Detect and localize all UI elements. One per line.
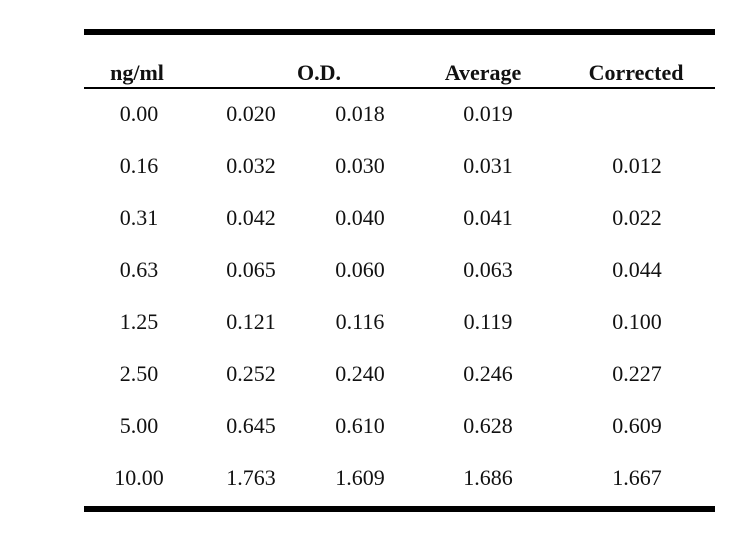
cell-od-1: 0.065 bbox=[226, 257, 276, 282]
table-row: 0.63 0.065 0.060 0.063 0.044 bbox=[84, 257, 715, 287]
cell-od-1: 0.032 bbox=[226, 153, 276, 178]
table-row: 0.31 0.042 0.040 0.041 0.022 bbox=[84, 205, 715, 235]
cell-concentration: 2.50 bbox=[119, 361, 159, 386]
cell-average: 0.628 bbox=[463, 413, 513, 438]
cell-average: 1.686 bbox=[463, 465, 513, 490]
cell-corrected: 0.609 bbox=[612, 413, 662, 438]
table-row: 5.00 0.645 0.610 0.628 0.609 bbox=[84, 413, 715, 443]
cell-average: 0.246 bbox=[463, 361, 513, 386]
header-average: Average bbox=[444, 60, 522, 85]
cell-concentration: 5.00 bbox=[119, 413, 159, 438]
table-bottom-rule bbox=[84, 506, 715, 512]
cell-corrected: 0.044 bbox=[612, 257, 662, 282]
cell-od-1: 0.020 bbox=[226, 101, 276, 126]
cell-od-2: 1.609 bbox=[335, 465, 385, 490]
cell-od-2: 0.018 bbox=[335, 101, 385, 126]
cell-od-1: 1.763 bbox=[226, 465, 276, 490]
cell-average: 0.063 bbox=[463, 257, 513, 282]
table-top-rule bbox=[84, 29, 715, 35]
table-row: 1.25 0.121 0.116 0.119 0.100 bbox=[84, 309, 715, 339]
cell-od-2: 0.240 bbox=[335, 361, 385, 386]
cell-corrected: 0.227 bbox=[612, 361, 662, 386]
cell-od-2: 0.060 bbox=[335, 257, 385, 282]
cell-corrected: 0.022 bbox=[612, 205, 662, 230]
cell-od-2: 0.030 bbox=[335, 153, 385, 178]
table-row: 0.00 0.020 0.018 0.019 bbox=[84, 101, 715, 131]
cell-concentration: 0.00 bbox=[119, 101, 159, 126]
od-table: ng/ml O.D. Average Corrected 0.00 0.020 0.… bbox=[84, 29, 715, 509]
table-row: 0.16 0.032 0.030 0.031 0.012 bbox=[84, 153, 715, 183]
table-body: 0.00 0.020 0.018 0.019 0.16 0.032 0.030 0.031 0.… bbox=[84, 89, 715, 509]
header-corrected: Corrected bbox=[588, 60, 684, 85]
header-concentration: ng/ml bbox=[110, 60, 164, 85]
cell-average: 0.119 bbox=[463, 309, 513, 334]
cell-od-2: 0.610 bbox=[335, 413, 385, 438]
cell-od-1: 0.042 bbox=[226, 205, 276, 230]
table-header-rule bbox=[84, 87, 715, 89]
table-row: 2.50 0.252 0.240 0.246 0.227 bbox=[84, 361, 715, 391]
header-od: O.D. bbox=[297, 60, 341, 85]
cell-od-1: 0.121 bbox=[226, 309, 276, 334]
cell-concentration: 10.00 bbox=[114, 465, 164, 490]
cell-average: 0.041 bbox=[463, 205, 513, 230]
cell-concentration: 0.16 bbox=[119, 153, 159, 178]
cell-concentration: 0.31 bbox=[119, 205, 159, 230]
cell-average: 0.031 bbox=[463, 153, 513, 178]
cell-concentration: 0.63 bbox=[119, 257, 159, 282]
cell-concentration: 1.25 bbox=[119, 309, 159, 334]
cell-corrected: 1.667 bbox=[612, 465, 662, 490]
table-header-row: ng/ml O.D. Average Corrected bbox=[84, 35, 715, 87]
cell-od-2: 0.040 bbox=[335, 205, 385, 230]
cell-od-1: 0.645 bbox=[226, 413, 276, 438]
cell-average: 0.019 bbox=[463, 101, 513, 126]
cell-od-2: 0.116 bbox=[335, 309, 385, 334]
cell-corrected: 0.012 bbox=[612, 153, 662, 178]
cell-od-1: 0.252 bbox=[226, 361, 276, 386]
cell-corrected: 0.100 bbox=[612, 309, 662, 334]
table-row: 10.00 1.763 1.609 1.686 1.667 bbox=[84, 465, 715, 495]
